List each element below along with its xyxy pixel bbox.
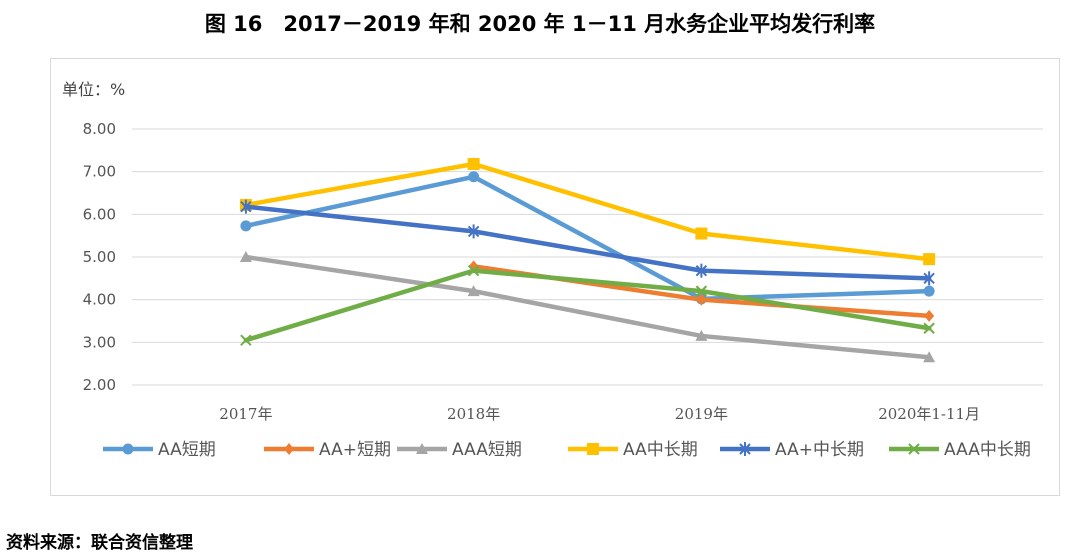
series-lines [239, 157, 936, 363]
chart-title: 图 16 2017－2019 年和 2020 年 1－11 月水务企业平均发行利… [204, 12, 876, 36]
y-axis-ticks: 8.00 7.00 6.00 5.00 4.00 3.00 2.00 [83, 120, 116, 394]
legend-label: AAA中长期 [944, 440, 1031, 460]
series-3 [239, 251, 936, 363]
data-point [240, 220, 252, 232]
data-point [467, 285, 480, 297]
data-point [695, 329, 708, 341]
legend-marker [416, 443, 428, 454]
data-point [924, 309, 935, 322]
y-tick-label: 3.00 [83, 333, 116, 351]
data-point [467, 224, 480, 239]
series-6 [240, 264, 935, 346]
data-point [923, 285, 935, 297]
legend-label: AA中长期 [623, 440, 698, 460]
data-point [923, 271, 935, 286]
legend-label: AAA短期 [452, 440, 522, 460]
legend-marker [908, 443, 920, 455]
data-point [240, 199, 252, 214]
legend-marker [587, 443, 599, 455]
y-tick-label: 6.00 [83, 205, 116, 223]
y-tick-label: 8.00 [83, 120, 116, 138]
data-point [240, 334, 252, 346]
legend-marker [739, 442, 751, 456]
legend-item: AAA中长期 [889, 440, 1031, 460]
series-4 [239, 157, 936, 266]
x-tick-label: 2018年 [447, 405, 500, 423]
y-tick-label: 7.00 [83, 163, 116, 181]
legend-item: AA短期 [103, 440, 216, 460]
x-axis-ticks: 2017年 2018年 2019年 2020年1-11月 [219, 405, 980, 423]
series-line [243, 204, 932, 281]
series-line [243, 268, 932, 343]
data-point [695, 227, 708, 240]
y-tick-label: 4.00 [83, 291, 116, 309]
data-point [239, 251, 252, 262]
legend: AA短期 AA+短期 AAA短期 AA中长期 AA+中长期 AAA中长期 [103, 440, 1031, 460]
data-point [468, 171, 480, 183]
unit-label: 单位：% [62, 80, 126, 99]
series-line [243, 161, 932, 262]
x-tick-label: 2017年 [219, 405, 272, 423]
data-point [696, 293, 707, 306]
x-tick-label: 2019年 [675, 405, 728, 423]
legend-item: AA+短期 [264, 440, 391, 460]
y-tick-label: 5.00 [83, 248, 116, 266]
legend-item: AA中长期 [568, 440, 698, 460]
legend-marker [122, 443, 134, 455]
source-note: 资料来源：联合资信整理 [6, 533, 193, 553]
x-tick-label: 2020年1-11月 [878, 405, 980, 423]
data-point [923, 351, 936, 363]
legend-item: AA+中长期 [720, 440, 864, 460]
y-tick-label: 2.00 [83, 376, 116, 394]
data-point [467, 264, 480, 277]
series-line [243, 174, 932, 302]
data-point [923, 253, 936, 266]
legend-label: AA+中长期 [775, 440, 864, 460]
data-point [467, 157, 480, 170]
chart-frame [50, 58, 1060, 496]
data-point [923, 322, 935, 334]
legend-item: AAA短期 [397, 440, 522, 460]
legend-marker [284, 443, 294, 455]
series-5 [240, 199, 935, 286]
data-point [695, 285, 708, 297]
data-point [695, 263, 708, 278]
series-line [243, 254, 932, 360]
legend-label: AA短期 [158, 440, 216, 460]
legend-label: AA+短期 [319, 440, 391, 460]
